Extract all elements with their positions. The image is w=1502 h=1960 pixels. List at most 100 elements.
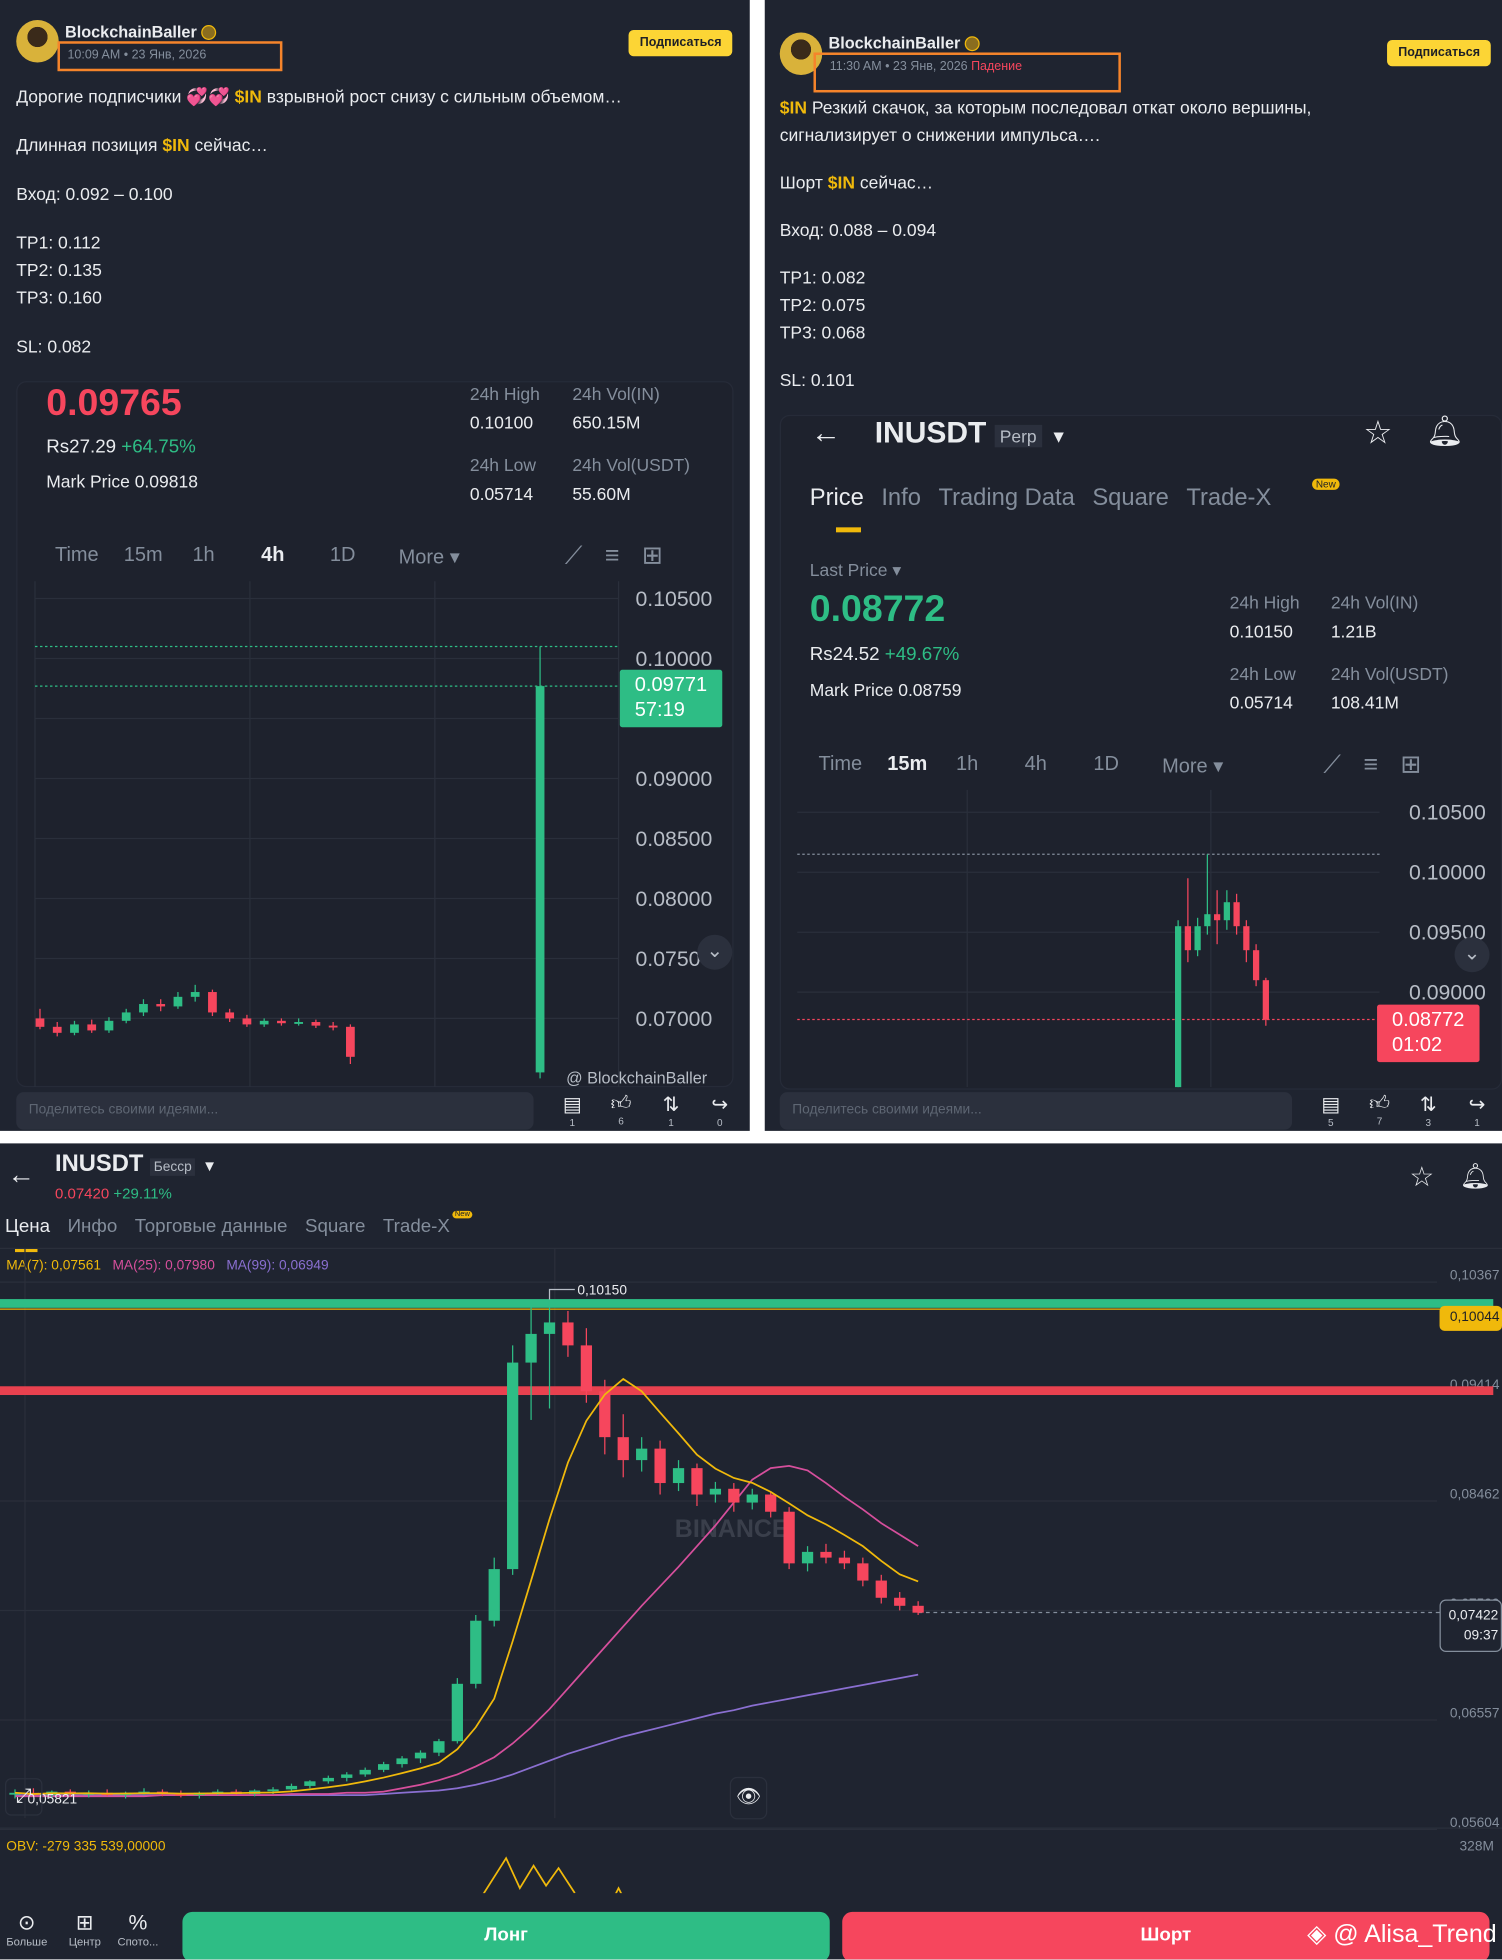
tab-trading-data[interactable]: Trading Data (938, 484, 1075, 512)
stop-loss: SL: 0.101 (779, 369, 855, 390)
trading-terminal: ← INUSDT Бесср ▼ 0.07420 +29.11% ☆ 🔔︎ Це… (0, 1143, 1502, 1960)
timeframe-more[interactable]: More ▾ (398, 547, 460, 569)
last-price-dropdown[interactable]: Last Price ▾ (809, 559, 902, 580)
tab-trading-data[interactable]: Торговые данные (134, 1215, 288, 1238)
candle-body (1243, 926, 1250, 951)
timeframe-time[interactable]: Time (818, 753, 863, 775)
tab-square[interactable]: Square (1092, 484, 1169, 512)
last-price: 0.07420 (54, 1184, 110, 1203)
ticker-link[interactable]: $IN (827, 172, 855, 193)
timeframe-4h[interactable]: 4h (1024, 753, 1047, 775)
vol-usdt-value: 108.41M (1330, 692, 1399, 713)
timeframe-1h[interactable]: 1h (192, 544, 215, 567)
market-card[interactable]: ← INUSDT Perp ▼ ☆ 🔔︎ Price Info Trading Da… (779, 413, 1502, 1090)
ma7-line (14, 1377, 919, 1795)
comment-button[interactable]: ▤ 5 (1321, 1094, 1341, 1129)
candle-body (311, 1022, 321, 1026)
follow-button[interactable]: Подписаться (628, 29, 733, 57)
short-button[interactable]: Шорт (842, 1911, 1490, 1960)
axis-tick-label: 0.09000 (636, 767, 713, 791)
tab-info[interactable]: Info (881, 484, 921, 512)
timeframe-time[interactable]: Time (54, 544, 99, 567)
tab-square[interactable]: Square (304, 1215, 366, 1238)
chart-tools-icons[interactable]: ⟋≡⊞ (564, 542, 686, 570)
post-time: 11:30 AM • 23 Янв, 2026 (829, 59, 968, 74)
like-button[interactable]: 👍︎ 6 (610, 1093, 632, 1128)
thumbs-up-icon: 👍︎ (610, 1093, 632, 1115)
obv-value: OBV: -279 335 539,00000 (6, 1839, 166, 1855)
nav-center[interactable]: ⊞ Центр (68, 1910, 101, 1949)
chevron-down-icon[interactable]: ⌄ (1454, 937, 1490, 973)
timeframe-1d[interactable]: 1D (1093, 753, 1119, 775)
axis-tick-label: 0.07000 (636, 1007, 713, 1031)
comment-input[interactable]: Поделитесь своими идеями... (16, 1092, 534, 1130)
market-card[interactable]: 0.09765 Rs27.29 +64.75% Mark Price 0.098… (16, 381, 734, 1088)
author-name[interactable]: BlockchainBaller (828, 33, 961, 53)
share-button[interactable]: ↪ 0 (711, 1094, 729, 1129)
credit-watermark: ◈ @ Alisa_Trend (1307, 1920, 1497, 1949)
timeframe-4h[interactable]: 4h (261, 544, 285, 567)
tab-price[interactable]: Цена (4, 1215, 51, 1238)
repost-button[interactable]: ⇅ 1 (662, 1094, 680, 1129)
candlestick-chart-main[interactable]: 0,103670,094140,084620,075090,065570,056… (0, 1143, 1502, 1894)
candlestick-chart-4h[interactable]: 0.105000.100000.095000.090000.085000.080… (0, 581, 750, 1088)
nav-more[interactable]: ⊙ Больше (6, 1910, 48, 1949)
author-name[interactable]: BlockchainBaller (64, 22, 197, 42)
star-icon[interactable]: ☆ (1409, 1160, 1435, 1193)
timeframe-bar: Time 15m 1h 4h 1D More ▾ (818, 754, 1274, 779)
follow-button[interactable]: Подписаться (1387, 39, 1492, 67)
candle-body (70, 1024, 79, 1033)
ticker-link[interactable]: $IN (779, 97, 807, 118)
timeframe-1d[interactable]: 1D (329, 544, 356, 567)
candle-body (359, 1769, 371, 1775)
timeframe-more[interactable]: More ▾ (1162, 756, 1224, 778)
candle-body (190, 992, 200, 997)
ticker-link[interactable]: $IN (162, 134, 190, 155)
candle-body (488, 1569, 500, 1621)
timeframe-15m[interactable]: 15m (123, 544, 163, 567)
avatar[interactable] (16, 19, 59, 63)
chevron-down-icon[interactable]: ⌄ (697, 934, 733, 970)
tab-trade-x[interactable]: Trade-X (1186, 484, 1272, 512)
tab-info[interactable]: Инфо (67, 1215, 118, 1238)
contract-tag: Бесср (149, 1158, 196, 1176)
timeframe-bar: Time 15m 1h 4h 1D More ▾ (55, 545, 511, 570)
eye-icon[interactable]: 👁︎ (729, 1776, 768, 1820)
comment-input[interactable]: Поделитесь своими идеями... (779, 1092, 1293, 1130)
comment-button[interactable]: ▤ 1 (562, 1094, 582, 1129)
like-button[interactable]: 👍︎ 7 (1369, 1093, 1391, 1128)
tp2: TP2: 0.135 (16, 259, 102, 280)
candle-body (87, 1024, 97, 1031)
bell-icon[interactable]: 🔔︎ (1459, 1163, 1492, 1191)
candle-body (765, 1494, 777, 1512)
tp3: TP3: 0.068 (779, 322, 866, 343)
tab-trade-x[interactable]: Trade-X (382, 1215, 450, 1238)
tab-price[interactable]: Price (809, 484, 864, 512)
candle-body (35, 1018, 45, 1027)
dropdown-icon[interactable]: ▼ (1049, 426, 1068, 447)
candle-body (543, 1322, 556, 1334)
alert-price-tag[interactable]: 0,10044 (1439, 1305, 1502, 1331)
post-time: 10:09 AM • 23 Янв, 2026 (67, 48, 207, 63)
low-label: 24h Low (469, 454, 537, 475)
long-button[interactable]: Лонг (182, 1911, 830, 1960)
dropdown-icon[interactable]: ▼ (202, 1157, 218, 1175)
tp1: TP1: 0.082 (779, 267, 866, 288)
vol-in-value: 650.15M (572, 412, 641, 433)
candle-body (1184, 926, 1191, 951)
back-arrow-icon[interactable]: ← (810, 416, 841, 450)
nav-spot[interactable]: % Спото... (117, 1910, 159, 1949)
axis-tick-label: 0.08000 (636, 887, 713, 911)
back-arrow-icon[interactable]: ← (7, 1158, 35, 1190)
ticker-link[interactable]: $IN (234, 86, 262, 107)
share-button[interactable]: ↪ 1 (1468, 1094, 1486, 1129)
bell-icon[interactable]: 🔔︎ (1425, 414, 1464, 449)
repost-button[interactable]: ⇅ 3 (1419, 1094, 1437, 1129)
expand-icon[interactable]: ⤢ (4, 1778, 43, 1816)
star-icon[interactable]: ☆ (1363, 413, 1393, 452)
fiat-price: Rs24.52 (809, 643, 880, 665)
candle-body (156, 1004, 166, 1007)
timeframe-1h[interactable]: 1h (955, 753, 979, 775)
chart-tools-icons[interactable]: ⟋≡⊞ (1323, 751, 1444, 779)
timeframe-15m[interactable]: 15m (887, 753, 928, 775)
